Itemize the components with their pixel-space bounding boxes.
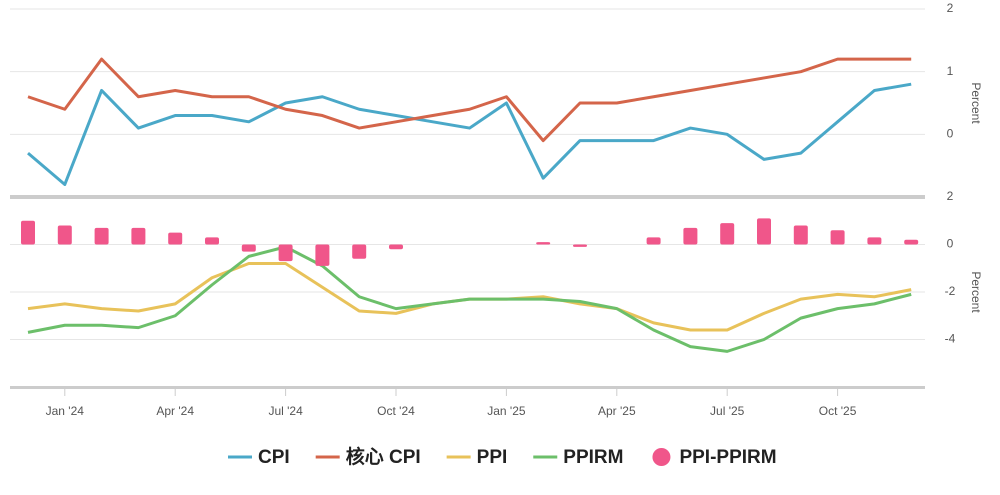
legend-label: PPI-PPIRM <box>679 447 776 468</box>
y-tick-label: 0 <box>947 127 954 141</box>
bar <box>205 237 219 245</box>
bar <box>131 227 146 245</box>
plot <box>21 218 919 353</box>
bar <box>352 244 367 259</box>
y-tick-label: 0 <box>947 237 954 251</box>
line <box>27 57 912 143</box>
bar <box>57 225 72 245</box>
bar <box>867 237 882 245</box>
bar <box>315 244 330 266</box>
y-tick-label: 1 <box>947 64 954 78</box>
legend-label: CPI <box>258 447 290 468</box>
x-tick-label: Jul '24 <box>268 404 303 418</box>
x-tick-label: Oct '24 <box>377 404 415 418</box>
x-tick-label: Jul '25 <box>710 404 745 418</box>
separator <box>10 195 925 199</box>
bar <box>21 220 35 245</box>
y-tick-label: 2 <box>947 1 954 15</box>
line <box>27 245 912 353</box>
bar <box>94 227 109 245</box>
bar <box>536 242 551 245</box>
bar <box>573 244 587 247</box>
bar <box>904 239 919 245</box>
x-tick-label: Jan '25 <box>487 404 526 418</box>
bar <box>389 244 403 250</box>
plot <box>27 57 912 186</box>
line <box>27 82 912 186</box>
bar <box>168 232 183 245</box>
legend-marker <box>652 448 671 466</box>
bar <box>683 227 698 245</box>
x-tick-label: Oct '25 <box>819 404 857 418</box>
y-tick-label: -2 <box>945 284 956 298</box>
legend-label: PPI <box>477 447 508 468</box>
bar <box>720 223 735 245</box>
bar <box>757 218 771 245</box>
x-tick-label: Jan '24 <box>46 404 85 418</box>
bar <box>241 244 256 252</box>
bar <box>278 244 293 262</box>
legend-label: 核心 CPI <box>346 445 421 468</box>
y-tick-label: 2 <box>947 189 954 203</box>
bar <box>830 230 845 245</box>
legend: CPI 核心 CPI PPI PPIRM PPI-PPIRM <box>228 445 777 468</box>
separator <box>10 386 925 389</box>
legend-label: PPIRM <box>563 447 623 468</box>
y-tick-label: -4 <box>945 332 956 346</box>
y-axis-title: Percent <box>969 82 983 124</box>
x-tick-label: Apr '25 <box>598 404 636 418</box>
bar <box>646 237 661 245</box>
bar <box>793 225 808 245</box>
y-axis-title: Percent <box>969 271 983 313</box>
x-tick-label: Apr '24 <box>156 404 194 418</box>
